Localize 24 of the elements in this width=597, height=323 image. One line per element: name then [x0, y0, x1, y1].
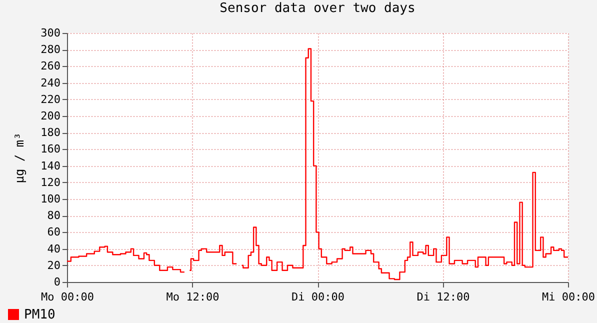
legend-label: PM10	[24, 308, 56, 322]
y-tick-label: 160	[40, 142, 60, 156]
y-tick-label: 300	[40, 26, 60, 40]
y-tick-label: 120	[40, 176, 60, 189]
y-tick-label: 240	[40, 76, 60, 90]
y-tick-label: 220	[40, 92, 60, 106]
y-tick-label: 80	[47, 209, 60, 222]
y-tick-label: 180	[40, 126, 60, 140]
y-tick-label: 0	[54, 276, 60, 288]
y-tick-label: 200	[40, 110, 60, 122]
chart-title: Sensor data over two days	[220, 1, 416, 16]
y-tick-label: 260	[40, 60, 60, 73]
y-tick-label: 280	[40, 43, 60, 56]
y-tick-label: 100	[40, 192, 60, 206]
x-tick-label: Di 00:00	[292, 290, 344, 304]
y-tick-label: 140	[40, 159, 60, 172]
x-tick-label: Mi 00:00	[542, 290, 595, 304]
y-axis-title: µg / m³	[12, 132, 27, 184]
y-tick-label: 60	[47, 226, 60, 239]
x-tick-label: Di 12:00	[416, 290, 470, 304]
y-tick-label: 40	[47, 242, 60, 256]
x-tick-label: Mo 12:00	[166, 290, 220, 304]
x-tick-label: Mo 00:00	[41, 290, 94, 304]
y-tick-label: 20	[47, 258, 60, 272]
